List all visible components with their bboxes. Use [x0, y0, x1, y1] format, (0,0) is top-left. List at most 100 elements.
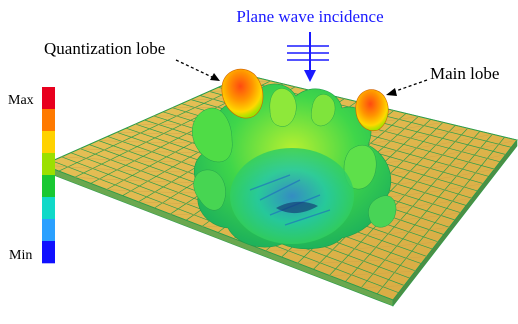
unit-cell-diagonal — [398, 116, 419, 120]
lobe-center-top-2 — [311, 94, 336, 127]
grid-line — [329, 127, 468, 276]
unit-cell-diagonal — [449, 161, 469, 166]
unit-cell-diagonal — [417, 178, 438, 182]
unit-cell-diagonal — [138, 201, 163, 204]
unit-cell-diagonal — [116, 132, 141, 134]
quantization-lobe — [221, 68, 264, 119]
unit-cell-diagonal — [147, 180, 172, 183]
incidence-label: Plane wave incidence — [236, 7, 383, 26]
colorbar-segment — [42, 219, 55, 242]
unit-cell-diagonal — [375, 245, 398, 248]
unit-cell-diagonal — [420, 215, 441, 219]
unit-cell-diagonal — [370, 140, 391, 144]
unit-cell-diagonal — [396, 243, 418, 247]
unit-cell-diagonal — [396, 147, 417, 151]
main-lobe-label: Main lobe — [430, 64, 499, 83]
unit-cell-diagonal — [429, 165, 450, 169]
grid-line — [360, 133, 493, 288]
unit-cell-diagonal — [99, 178, 124, 181]
unit-cell-diagonal — [404, 125, 425, 129]
unit-cell-diagonal — [151, 151, 176, 153]
unit-cell-diagonal — [164, 171, 188, 173]
unit-cell-diagonal — [363, 259, 386, 262]
unit-cell-diagonal — [390, 137, 411, 142]
unit-cell-diagonal — [319, 261, 342, 264]
unit-cell-diagonal — [354, 247, 376, 249]
unit-cell-diagonal — [468, 158, 488, 163]
unit-cell-diagonal — [404, 192, 425, 196]
unit-cell-diagonal — [361, 286, 383, 288]
unit-cell-diagonal — [329, 274, 352, 276]
quantization-lobe-leader — [175, 59, 215, 79]
unit-cell-diagonal — [473, 133, 493, 139]
unit-cell-diagonal — [412, 203, 433, 207]
unit-cell-diagonal — [406, 256, 427, 259]
unit-cell-diagonal — [140, 132, 164, 134]
unit-cell-diagonal — [332, 248, 355, 250]
unit-cell-diagonal — [424, 189, 445, 193]
unit-cell-diagonal — [376, 150, 397, 154]
unit-cell-diagonal — [487, 154, 506, 159]
unit-cell-diagonal — [429, 131, 450, 136]
unit-cell-diagonal — [437, 175, 457, 180]
unit-cell-diagonal — [384, 257, 407, 261]
unit-cell-diagonal — [452, 197, 472, 202]
colorbar-segment — [42, 109, 55, 132]
unit-cell-diagonal — [104, 149, 129, 152]
unit-cell-diagonal — [341, 260, 364, 263]
unit-cell-diagonal — [432, 200, 453, 205]
unit-cell-diagonal — [400, 217, 421, 221]
unit-cell-diagonal — [455, 137, 474, 142]
unit-cell-diagonal — [128, 150, 152, 152]
main-lobe-leader — [392, 79, 428, 93]
colorbar-max-label: Max — [8, 93, 34, 108]
lobe-right-lower — [368, 195, 397, 228]
main-lobe-arrowhead — [386, 88, 397, 96]
unit-cell-diagonal — [367, 233, 389, 236]
lobe-left — [192, 107, 233, 163]
colorbar-segment — [42, 175, 55, 198]
unit-cell-diagonal — [351, 273, 374, 276]
unit-cell-diagonal — [130, 190, 156, 193]
unit-cell-diagonal — [86, 158, 111, 161]
plane-wave-symbol: Plane wave incidence — [236, 7, 384, 82]
main-lobe — [355, 89, 389, 132]
unit-cell-diagonal — [397, 181, 418, 185]
unit-cell-diagonal — [417, 241, 439, 245]
incidence-arrowhead — [304, 70, 316, 82]
quantization-lobe-label: Quantization lobe — [44, 39, 165, 58]
radiation-pattern — [192, 68, 397, 250]
unit-cell-diagonal — [394, 270, 416, 273]
grid-line — [392, 139, 518, 301]
unit-cell-diagonal — [162, 202, 187, 204]
unit-cell-diagonal — [110, 159, 135, 162]
unit-cell-diagonal — [373, 272, 395, 275]
colorbar-segment — [42, 131, 55, 154]
unit-cell-diagonal — [98, 140, 123, 142]
unit-cell-diagonal — [423, 154, 443, 159]
colorbar: Max Min — [8, 87, 55, 264]
lobe-core-dark-strip — [276, 201, 318, 214]
unit-cell-diagonal — [61, 156, 87, 159]
unit-cell-diagonal — [123, 179, 148, 182]
colorbar-segment — [42, 197, 55, 220]
unit-cell-diagonal — [154, 191, 179, 193]
unit-cell-diagonal — [461, 147, 481, 152]
colorbar-min-label: Min — [9, 248, 32, 263]
lobe-right — [343, 144, 377, 190]
unit-cell-diagonal — [345, 235, 368, 237]
colorbar-segments — [42, 87, 55, 264]
colorbar-segment — [42, 87, 55, 110]
unit-cell-diagonal — [475, 168, 495, 173]
unit-cell-diagonal — [464, 183, 484, 188]
unit-cell-diagonal — [116, 169, 141, 172]
colorbar-segment — [42, 241, 55, 264]
unit-cell-diagonal — [423, 122, 444, 126]
unit-cell-diagonal — [448, 127, 468, 133]
unit-cell-diagonal — [67, 166, 93, 169]
unit-cell-diagonal — [403, 157, 424, 161]
unit-cell-diagonal — [170, 213, 194, 216]
unit-cell-diagonal — [145, 141, 170, 143]
unit-cell-diagonal — [456, 172, 476, 177]
unit-cell-diagonal — [480, 143, 499, 149]
